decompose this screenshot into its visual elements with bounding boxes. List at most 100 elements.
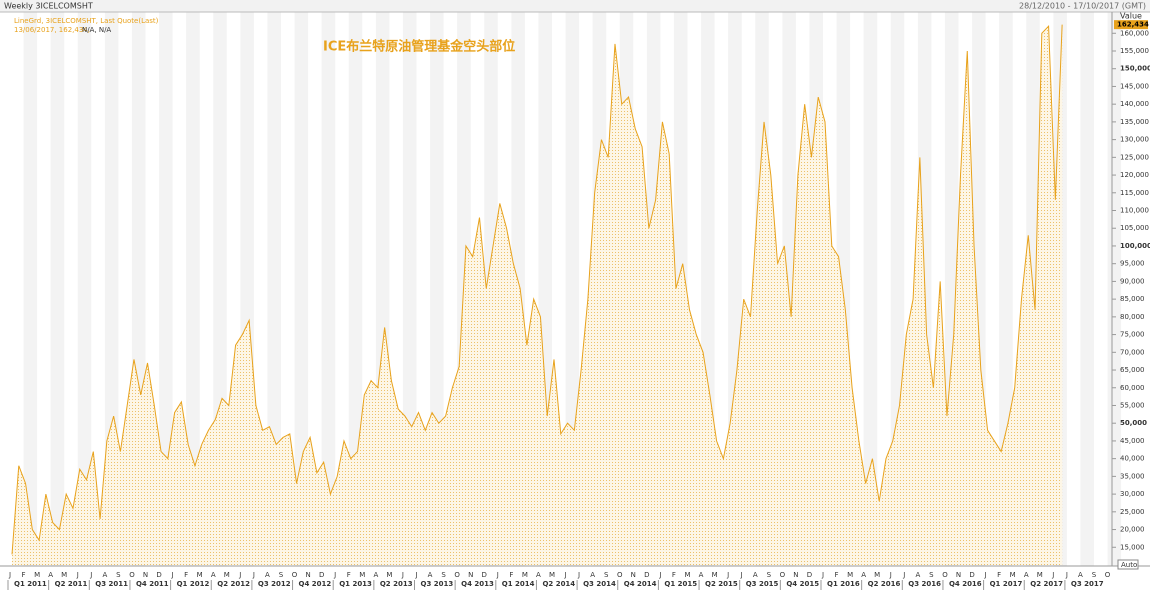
y-tick-label: 95,000 [1120, 260, 1145, 268]
x-month-label: M [224, 571, 230, 579]
x-quarter-label: Q2 2012 [217, 580, 250, 588]
y-tick-label: 40,000 [1120, 455, 1145, 463]
x-month-label: M [1010, 571, 1016, 579]
date-range: 28/12/2010 - 17/10/2017 (GMT) [1019, 2, 1146, 11]
x-month-label: N [956, 571, 961, 579]
month-band [294, 12, 309, 566]
month-band [348, 12, 363, 566]
x-month-label: O [1105, 571, 1111, 579]
legend-na: N/A, N/A [82, 26, 111, 34]
scale-mode-box[interactable] [1117, 559, 1139, 570]
scale-mode[interactable]: Auto [1121, 561, 1137, 569]
x-month-label: A [265, 571, 270, 579]
x-month-label: O [292, 571, 298, 579]
x-month-label: O [942, 571, 948, 579]
x-month-label: F [22, 571, 26, 579]
x-month-label: N [793, 571, 798, 579]
x-month-label: D [807, 571, 812, 579]
x-month-label: F [347, 571, 351, 579]
x-month-label: J [238, 571, 241, 579]
x-month-label: S [279, 571, 284, 579]
x-month-label: S [441, 571, 446, 579]
x-month-label: J [252, 571, 255, 579]
x-month-label: J [89, 571, 92, 579]
y-tick-label: 135,000 [1120, 118, 1149, 126]
x-month-label: S [767, 571, 772, 579]
x-month-label: D [644, 571, 649, 579]
x-month-label: M [359, 571, 365, 579]
x-month-label: O [454, 571, 460, 579]
x-month-label: J [401, 571, 404, 579]
y-tick-label: 145,000 [1120, 82, 1149, 90]
x-month-label: F [184, 571, 188, 579]
header-bar [0, 0, 1150, 12]
x-month-label: M [874, 571, 880, 579]
x-month-label: A [861, 571, 866, 579]
x-month-label: N [631, 571, 636, 579]
legend-quote: 13/06/2017, 162,434, [14, 26, 90, 34]
x-month-label: F [997, 571, 1001, 579]
x-quarter-label: Q1 2013 [339, 580, 372, 588]
y-tick-label: 90,000 [1120, 277, 1145, 285]
x-month-label: A [211, 571, 216, 579]
y-tick-label: 55,000 [1120, 401, 1145, 409]
x-month-label: J [76, 571, 79, 579]
x-month-label: J [414, 571, 417, 579]
month-band [321, 12, 336, 566]
x-month-label: N [143, 571, 148, 579]
y-tick-label: 130,000 [1120, 136, 1149, 144]
x-month-label: A [536, 571, 541, 579]
x-month-label: D [482, 571, 487, 579]
x-month-label: S [929, 571, 934, 579]
y-tick-label: 110,000 [1120, 207, 1149, 215]
x-quarter-label: Q4 2013 [461, 580, 494, 588]
y-tick-label: 25,000 [1120, 508, 1145, 516]
x-quarter-label: Q2 2013 [380, 580, 413, 588]
y-tick-label: 80,000 [1120, 313, 1145, 321]
y-tick-label: 70,000 [1120, 348, 1145, 356]
y-tick-label: 150,000 [1120, 65, 1150, 73]
x-quarter-label: Q2 2016 [868, 580, 901, 588]
x-quarter-label: Q1 2016 [827, 580, 860, 588]
x-quarter-label: Q1 2012 [177, 580, 210, 588]
x-quarter-label: Q4 2011 [136, 580, 169, 588]
x-month-label: A [1024, 571, 1029, 579]
x-month-label: J [171, 571, 174, 579]
axis-title: Value [1120, 12, 1142, 21]
x-month-label: J [821, 571, 824, 579]
x-month-label: D [319, 571, 324, 579]
x-month-label: M [684, 571, 690, 579]
y-tick-label: 140,000 [1120, 100, 1149, 108]
series-line [11, 24, 1063, 555]
y-tick-label: 30,000 [1120, 490, 1145, 498]
x-month-label: S [116, 571, 121, 579]
last-value-badge [1114, 20, 1148, 30]
x-month-label: A [48, 571, 53, 579]
x-quarter-label: Q3 2013 [421, 580, 454, 588]
month-band [50, 12, 65, 566]
x-quarter-label: Q1 2017 [990, 580, 1023, 588]
x-month-label: J [1051, 571, 1054, 579]
window-title: Weekly 3ICELCOMSHT [4, 2, 93, 11]
x-month-label: M [847, 571, 853, 579]
y-tick-label: 120,000 [1120, 171, 1149, 179]
x-quarter-label: Q2 2011 [55, 580, 88, 588]
y-tick-label: 100,000 [1120, 242, 1150, 250]
month-band [267, 12, 281, 566]
x-quarter-label: Q4 2014 [624, 580, 657, 588]
x-month-label: O [780, 571, 786, 579]
x-month-label: M [522, 571, 528, 579]
x-quarter-label: Q2 2017 [1030, 580, 1063, 588]
x-month-label: M [549, 571, 555, 579]
y-tick-label: 60,000 [1120, 384, 1145, 392]
x-month-label: N [468, 571, 473, 579]
last-value-label: 162,434 [1117, 21, 1149, 29]
x-quarter-label: Q3 2015 [746, 580, 779, 588]
x-month-label: O [129, 571, 135, 579]
x-month-label: J [726, 571, 729, 579]
x-month-label: J [658, 571, 661, 579]
x-month-label: A [428, 571, 433, 579]
y-tick-label: 160,000 [1120, 29, 1149, 37]
y-tick-label: 115,000 [1120, 189, 1149, 197]
x-month-label: J [1065, 571, 1068, 579]
